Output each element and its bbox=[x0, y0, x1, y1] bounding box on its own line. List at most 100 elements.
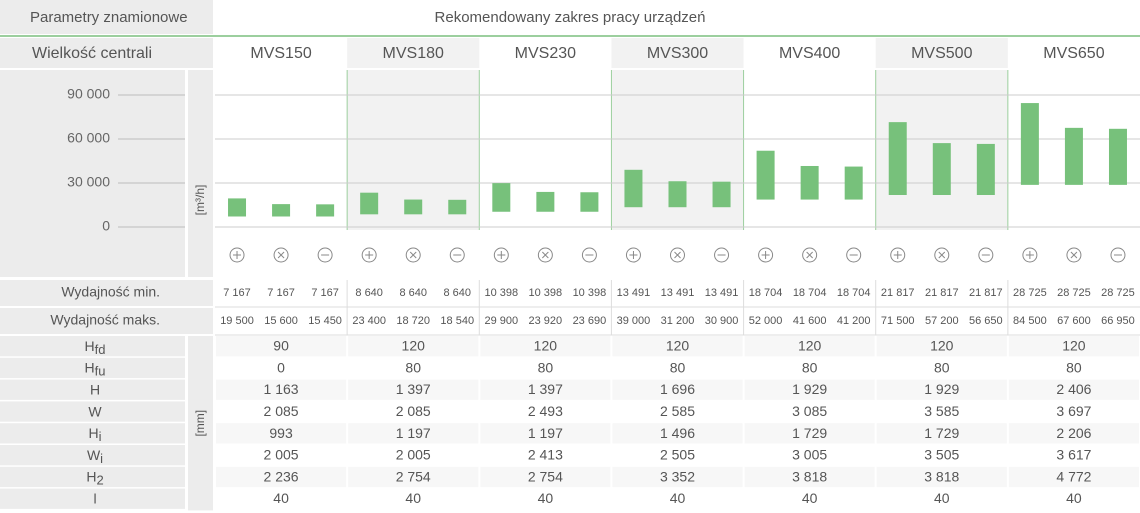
dim-value: 80 bbox=[405, 359, 421, 375]
cell-bg bbox=[348, 379, 479, 400]
range-bar bbox=[404, 199, 423, 215]
model-name: MVS650 bbox=[1043, 45, 1104, 62]
dim-value: 40 bbox=[273, 490, 289, 506]
cell-bg bbox=[1008, 423, 1139, 444]
row-label-bg bbox=[0, 308, 213, 334]
model-name: MVS150 bbox=[250, 45, 311, 62]
min-value: 13 491 bbox=[661, 287, 695, 299]
range-bar bbox=[272, 204, 291, 217]
max-value: 31 200 bbox=[661, 315, 695, 327]
dim-value: 80 bbox=[934, 359, 950, 375]
cell-bg bbox=[348, 488, 479, 509]
dim-value: 3 697 bbox=[1056, 403, 1091, 419]
range-bar bbox=[976, 143, 995, 196]
cell-bg bbox=[480, 445, 611, 466]
dim-label: Hfd bbox=[85, 338, 106, 358]
dim-value: 2 585 bbox=[660, 403, 695, 419]
dim-value: 3 505 bbox=[924, 447, 959, 463]
range-bar bbox=[536, 191, 555, 212]
variant-icon bbox=[802, 247, 818, 263]
cell-bg bbox=[216, 379, 347, 400]
dim-value: 2 406 bbox=[1056, 381, 1091, 397]
dim-value: 2 085 bbox=[396, 403, 431, 419]
dim-value: 2 754 bbox=[396, 468, 431, 484]
range-bar bbox=[756, 150, 775, 200]
max-value: 15 450 bbox=[308, 315, 342, 327]
variant-icon bbox=[758, 247, 774, 263]
dim-value: 0 bbox=[277, 359, 285, 375]
max-value: 23 920 bbox=[529, 315, 563, 327]
min-value: 8 640 bbox=[443, 287, 471, 299]
max-value: 39 000 bbox=[617, 315, 651, 327]
cell-bg bbox=[612, 445, 743, 466]
dim-value: 40 bbox=[538, 490, 554, 506]
cell-bg bbox=[1008, 466, 1139, 488]
variant-icon bbox=[493, 247, 509, 263]
range-bar bbox=[800, 165, 819, 200]
dim-value: 2 085 bbox=[264, 403, 299, 419]
cell-bg bbox=[216, 488, 347, 509]
range-bar bbox=[712, 181, 731, 208]
dim-value: 80 bbox=[538, 359, 554, 375]
model-bg bbox=[611, 38, 744, 68]
dim-value: 120 bbox=[1062, 338, 1086, 354]
variant-icon bbox=[934, 247, 950, 263]
y-tick-label: 60 000 bbox=[67, 130, 110, 146]
range-bar bbox=[932, 143, 951, 196]
dim-value: 2 754 bbox=[528, 468, 563, 484]
icon-stroke bbox=[409, 251, 417, 259]
dim-label: H2 bbox=[86, 468, 103, 488]
dim-value: 3 617 bbox=[1056, 447, 1091, 463]
range-bar bbox=[492, 183, 511, 212]
cell-bg bbox=[612, 379, 743, 400]
dim-value: 1 696 bbox=[660, 381, 695, 397]
model-bg bbox=[347, 38, 480, 68]
cell-bg bbox=[348, 357, 479, 379]
variant-icon bbox=[317, 247, 333, 263]
dim-value: 120 bbox=[534, 338, 558, 354]
cell-bg bbox=[744, 488, 875, 509]
dim-value: 120 bbox=[930, 338, 954, 354]
cell-bg bbox=[1008, 336, 1139, 357]
dim-symbol: H bbox=[85, 338, 95, 354]
min-value: 10 398 bbox=[529, 287, 563, 299]
row-label-bg bbox=[0, 336, 185, 357]
dim-label: l bbox=[93, 490, 96, 506]
dim-label: H bbox=[90, 381, 100, 397]
min-value: 8 640 bbox=[355, 287, 383, 299]
max-value: 19 500 bbox=[220, 315, 254, 327]
dim-value: 993 bbox=[269, 425, 293, 441]
cell-bg bbox=[1008, 488, 1139, 509]
dim-value: 2 005 bbox=[396, 447, 431, 463]
y-tick-label: 30 000 bbox=[67, 174, 110, 190]
cell-bg bbox=[216, 445, 347, 466]
dim-value: 2 206 bbox=[1056, 425, 1091, 441]
icon-stroke bbox=[938, 251, 946, 259]
cell-bg bbox=[348, 401, 479, 422]
cell-bg bbox=[216, 466, 347, 488]
min-value: 28 725 bbox=[1013, 287, 1047, 299]
max-value: 56 650 bbox=[969, 315, 1003, 327]
variant-icon bbox=[405, 247, 421, 263]
max-value: 71 500 bbox=[881, 315, 915, 327]
min-value: 8 640 bbox=[399, 287, 427, 299]
row-label-bg bbox=[0, 401, 185, 422]
model-name: MVS180 bbox=[383, 45, 444, 62]
variant-icon bbox=[449, 247, 465, 263]
cell-bg bbox=[876, 379, 1007, 400]
cell-bg bbox=[876, 423, 1007, 444]
dim-value: 3 352 bbox=[660, 468, 695, 484]
dim-value: 3 005 bbox=[792, 447, 827, 463]
cell-bg bbox=[876, 488, 1007, 509]
size-label-bg bbox=[0, 38, 213, 68]
variant-icon bbox=[581, 247, 597, 263]
variant-icon bbox=[1022, 247, 1038, 263]
dim-value: 1 929 bbox=[792, 381, 827, 397]
min-value: 7 167 bbox=[223, 287, 251, 299]
min-value: 18 704 bbox=[749, 287, 783, 299]
max-value: 41 200 bbox=[837, 315, 871, 327]
dim-value: 1 397 bbox=[528, 381, 563, 397]
range-bar bbox=[580, 192, 599, 212]
dim-value: 3 585 bbox=[924, 403, 959, 419]
max-value: 67 600 bbox=[1057, 315, 1091, 327]
